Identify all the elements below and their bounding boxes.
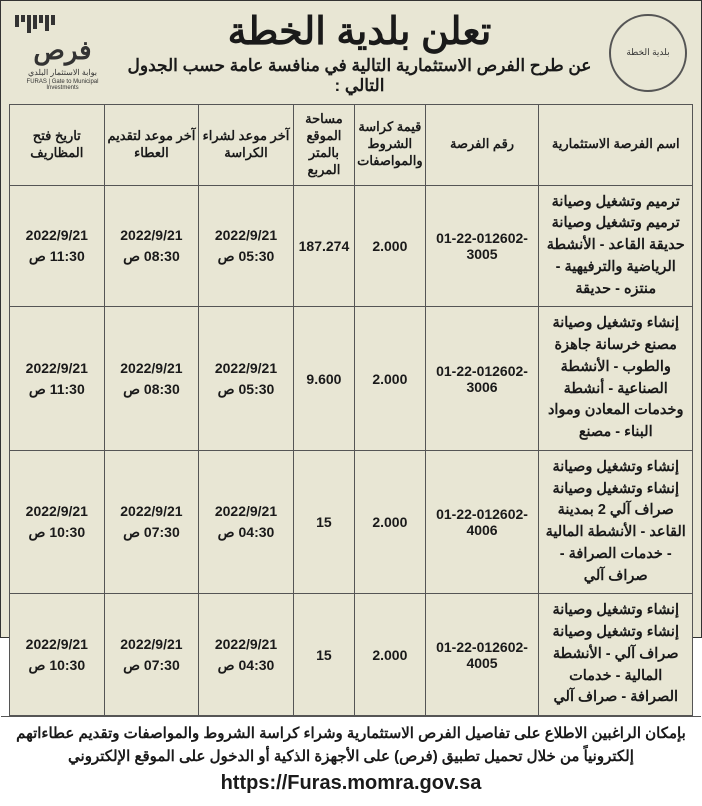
footer-url: https://Furas.momra.gov.sa [221, 772, 482, 794]
municipality-seal-icon: بلدية الخطة [609, 14, 687, 92]
cell-name: إنشاء وتشغيل وصيانة إنشاء وتشغيل وصيانة … [539, 594, 693, 716]
furas-logo-text: فرص [15, 35, 110, 66]
furas-subtitle-ar: بوابة الاستثمار البلدي [15, 68, 110, 77]
subtitle: عن طرح الفرص الاستثمارية التالية في مناف… [120, 56, 599, 96]
cell-opening-date: 2022/9/2111:30 ص [10, 307, 105, 451]
cell-ref: 01-22-012602-4005 [425, 594, 539, 716]
cell-ref: 01-22-012602-4006 [425, 450, 539, 594]
furas-subtitle-en: FURAS | Gate to Municipal Investments [15, 79, 110, 91]
col-doc-price: قيمة كراسة الشروط والمواصفات [355, 105, 426, 186]
cell-area: 15 [293, 450, 354, 594]
main-title: تعلن بلدية الخطة [120, 9, 599, 54]
cell-bid-deadline: 2022/9/2107:30 ص [104, 594, 199, 716]
table-row: إنشاء وتشغيل وصيانة إنشاء وتشغيل وصيانة … [10, 594, 693, 716]
col-bid-deadline: آخر موعد لتقديم العطاء [104, 105, 199, 186]
title-block: تعلن بلدية الخطة عن طرح الفرص الاستثماري… [120, 9, 599, 96]
cell-area: 187.274 [293, 185, 354, 307]
footer-text: بإمكان الراغبين الاطلاع على تفاصيل الفرص… [13, 723, 689, 798]
cell-opening-date: 2022/9/2110:30 ص [10, 450, 105, 594]
col-opportunity-name: اسم الفرصة الاستثمارية [539, 105, 693, 186]
cell-price: 2.000 [355, 450, 426, 594]
cell-opening-date: 2022/9/2110:30 ص [10, 594, 105, 716]
cell-name: إنشاء وتشغيل وصيانة مصنع خرسانة جاهزة وا… [539, 307, 693, 451]
cell-price: 2.000 [355, 594, 426, 716]
header: بلدية الخطة تعلن بلدية الخطة عن طرح الفر… [1, 1, 701, 100]
table-row: ترميم وتشغيل وصيانة ترميم وتشغيل وصيانة … [10, 185, 693, 307]
col-opening-date: تاريخ فتح المظاريف [10, 105, 105, 186]
cell-area: 9.600 [293, 307, 354, 451]
cell-ref: 01-22-012602-3005 [425, 185, 539, 307]
footer-instructions: بإمكان الراغبين الاطلاع على تفاصيل الفرص… [16, 725, 686, 765]
furas-logo-block: فرص بوابة الاستثمار البلدي FURAS | Gate … [15, 15, 110, 91]
seal-text: بلدية الخطة [626, 48, 669, 58]
table-header-row: اسم الفرصة الاستثمارية رقم الفرصة قيمة ك… [10, 105, 693, 186]
cell-name: إنشاء وتشغيل وصيانة إنشاء وتشغيل وصيانة … [539, 450, 693, 594]
cell-purchase-deadline: 2022/9/2104:30 ص [199, 594, 294, 716]
cell-purchase-deadline: 2022/9/2105:30 ص [199, 185, 294, 307]
footer: بإمكان الراغبين الاطلاع على تفاصيل الفرص… [1, 716, 701, 806]
cell-purchase-deadline: 2022/9/2104:30 ص [199, 450, 294, 594]
table-row: إنشاء وتشغيل وصيانة إنشاء وتشغيل وصيانة … [10, 450, 693, 594]
col-site-area: مساحة الموقع بالمتر المربع [293, 105, 354, 186]
cell-bid-deadline: 2022/9/2108:30 ص [104, 307, 199, 451]
opportunities-table: اسم الفرصة الاستثمارية رقم الفرصة قيمة ك… [9, 104, 693, 716]
cell-bid-deadline: 2022/9/2108:30 ص [104, 185, 199, 307]
cell-price: 2.000 [355, 185, 426, 307]
table-row: إنشاء وتشغيل وصيانة مصنع خرسانة جاهزة وا… [10, 307, 693, 451]
cell-opening-date: 2022/9/2111:30 ص [10, 185, 105, 307]
col-purchase-deadline: آخر موعد لشراء الكراسة [199, 105, 294, 186]
announcement-container: بلدية الخطة تعلن بلدية الخطة عن طرح الفر… [0, 0, 702, 638]
cell-purchase-deadline: 2022/9/2105:30 ص [199, 307, 294, 451]
cell-area: 15 [293, 594, 354, 716]
col-opportunity-ref: رقم الفرصة [425, 105, 539, 186]
cell-bid-deadline: 2022/9/2107:30 ص [104, 450, 199, 594]
cell-ref: 01-22-012602-3006 [425, 307, 539, 451]
cell-price: 2.000 [355, 307, 426, 451]
furas-bars-icon [15, 15, 110, 33]
cell-name: ترميم وتشغيل وصيانة ترميم وتشغيل وصيانة … [539, 185, 693, 307]
table-body: ترميم وتشغيل وصيانة ترميم وتشغيل وصيانة … [10, 185, 693, 716]
